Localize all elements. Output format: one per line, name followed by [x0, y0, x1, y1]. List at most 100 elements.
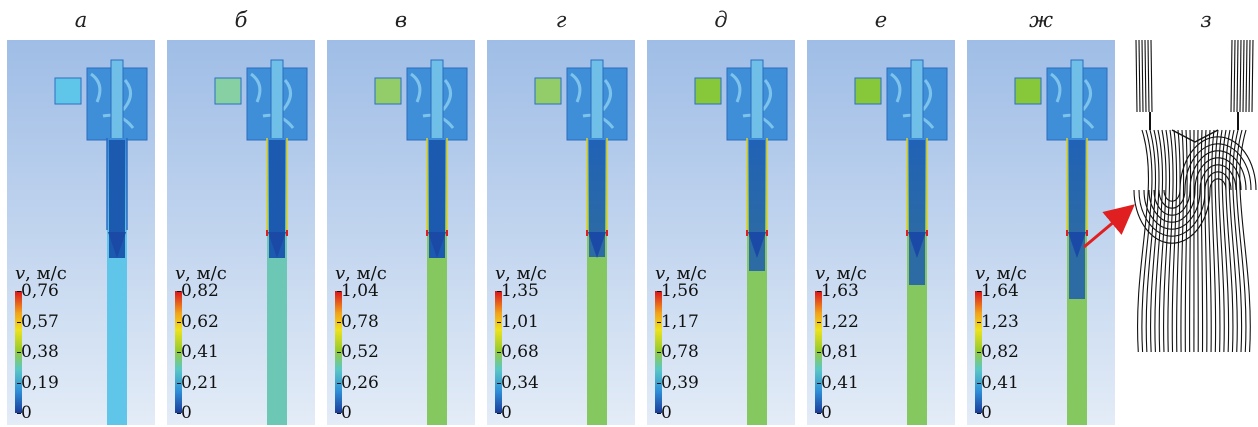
- velocity-field: [327, 40, 475, 425]
- colorbar-tick-label: 0: [337, 403, 352, 423]
- streamline: [1176, 129, 1181, 353]
- colorbar-tick-label: 0,78: [657, 342, 699, 362]
- colorbar-tick-label: 0: [657, 403, 672, 423]
- streamline: [1138, 40, 1141, 113]
- streamline: [1245, 40, 1248, 113]
- streamline: [1150, 40, 1153, 113]
- streamline: [1138, 189, 1206, 237]
- colorbar-tick-label: 0,39: [657, 372, 699, 393]
- streamline: [1141, 40, 1144, 113]
- streamline: [1158, 189, 1186, 209]
- simulation-panel: д v, м/с 1,56 1,17 0,78 0,39 0: [647, 0, 795, 427]
- variable-symbol: v: [335, 263, 346, 284]
- panel-letter: б: [234, 8, 248, 32]
- colorbar-tick-label: 0: [817, 403, 832, 423]
- colorbar-tick-label: 0: [177, 403, 192, 423]
- streamline: [1194, 157, 1242, 191]
- streamline: [1144, 40, 1147, 113]
- colorbar-tick-label: 1,64: [977, 281, 1019, 301]
- colorbar-tick-label: 1,56: [657, 281, 699, 301]
- streamline: [1147, 40, 1150, 113]
- variable-symbol: v: [175, 263, 186, 284]
- velocity-field: [647, 40, 795, 425]
- variable-symbol: v: [975, 263, 986, 284]
- colorbar-tick-label: 0,41: [177, 342, 219, 362]
- colorbar-tick-label: 0,19: [17, 372, 59, 393]
- colorbar-tick-label: 0,78: [337, 311, 379, 332]
- streamline: [1239, 129, 1251, 353]
- separator: ,: [25, 263, 37, 284]
- panel-z: з: [1132, 0, 1258, 427]
- streamline: [1233, 40, 1236, 113]
- velocity-field: [487, 40, 635, 425]
- legend-title: v, м/с: [975, 263, 1027, 284]
- separator: ,: [185, 263, 197, 284]
- unit-label: м/с: [356, 263, 387, 284]
- colorbar-tick-label: 0,41: [977, 372, 1019, 393]
- streamline-image: [1132, 40, 1258, 355]
- velocity-field: [807, 40, 955, 425]
- colorbar-tick-label: 0: [17, 403, 32, 423]
- streamline: [1211, 129, 1217, 353]
- unit-label: м/с: [516, 263, 547, 284]
- streamline: [1239, 40, 1242, 113]
- variable-symbol: v: [655, 263, 666, 284]
- streamline: [1200, 129, 1204, 353]
- colorbar-tick-label: 1,22: [817, 311, 859, 332]
- colorbar-tick-label: 0,34: [497, 372, 539, 393]
- colorbar-tick-label: 0,26: [337, 372, 379, 393]
- streamline: [1149, 112, 1239, 130]
- simulation-panel: е v, м/с 1,63 1,22 0,81 0,41 0: [807, 0, 955, 427]
- legend-title: v, м/с: [655, 263, 707, 284]
- separator: ,: [505, 263, 517, 284]
- velocity-field: [967, 40, 1115, 425]
- streamline: [1145, 129, 1157, 353]
- streamline: [1221, 129, 1230, 353]
- velocity-field: [7, 40, 155, 425]
- streamline: [1214, 129, 1221, 353]
- legend-title: v, м/с: [495, 263, 547, 284]
- panel-letter: а: [74, 8, 88, 32]
- simulation-panel: а v, м/с 0,76 0,57 0,38 0,19 0: [7, 0, 155, 427]
- legend-title: v, м/с: [175, 263, 227, 284]
- colorbar-tick-label: 0,41: [817, 372, 859, 393]
- variable-symbol: v: [15, 263, 26, 284]
- simulation-panel: б v, м/с 0,82 0,62 0,41 0,21 0: [167, 0, 315, 427]
- colorbar-tick-label: 0,52: [337, 342, 379, 362]
- colorbar-tick-label: 0,38: [17, 342, 59, 362]
- panel-letter: в: [394, 8, 408, 32]
- colorbar-tick-label: 1,23: [977, 311, 1019, 332]
- streamline: [1209, 178, 1227, 191]
- streamline: [1154, 129, 1164, 353]
- streamline-detail: [1132, 40, 1258, 425]
- streamline: [1150, 129, 1160, 353]
- colorbar-tick-label: 0: [497, 403, 512, 423]
- streamline: [1137, 129, 1150, 353]
- velocity-field: [167, 40, 315, 425]
- panel-letter: з: [1200, 8, 1212, 32]
- colorbar-tick-label: 0,76: [17, 281, 59, 301]
- streamline: [1248, 40, 1251, 113]
- streamline: [1180, 129, 1185, 353]
- simulation-panel: г v, м/с 1,35 1,01 0,68 0,34 0: [487, 0, 635, 427]
- colorbar-tick-label: 1,63: [817, 281, 859, 301]
- unit-label: м/с: [996, 263, 1027, 284]
- streamline: [1163, 189, 1181, 202]
- legend-title: v, м/с: [815, 263, 867, 284]
- unit-label: м/с: [36, 263, 67, 284]
- simulation-panel: ж v, м/с 1,64 1,23 0,82 0,41 0: [967, 0, 1115, 427]
- unit-label: м/с: [836, 263, 867, 284]
- streamline: [1199, 164, 1237, 191]
- separator: ,: [825, 263, 837, 284]
- streamline: [1143, 189, 1201, 230]
- separator: ,: [665, 263, 677, 284]
- streamline: [1236, 40, 1239, 113]
- colorbar-tick-label: 0,81: [817, 342, 859, 362]
- streamline: [1133, 189, 1211, 244]
- colorbar-tick-label: 1,35: [497, 281, 539, 301]
- streamline: [1184, 143, 1252, 191]
- streamline: [1184, 129, 1188, 353]
- variable-symbol: v: [815, 263, 826, 284]
- colorbar-tick-label: 0,62: [177, 311, 219, 332]
- streamline: [1228, 129, 1238, 353]
